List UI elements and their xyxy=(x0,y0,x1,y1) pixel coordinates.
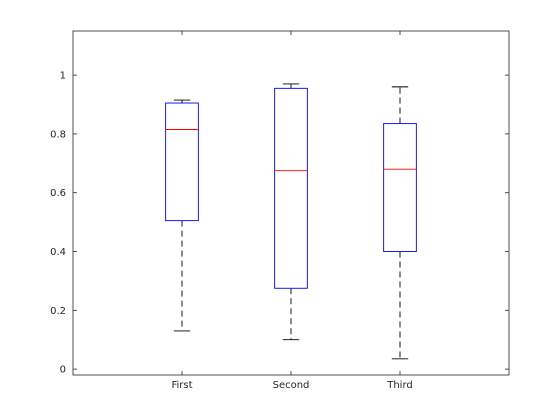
y-tick-label: 0.6 xyxy=(50,188,66,199)
x-tick-label: First xyxy=(171,380,192,391)
y-tick-label: 0.8 xyxy=(50,129,66,140)
y-axis-ticks: 0 0.2 0.4 0.6 0.8 1 xyxy=(50,71,509,376)
iqr-box xyxy=(274,87,308,289)
y-tick-label: 0.4 xyxy=(50,247,66,258)
box-third xyxy=(383,86,417,360)
iqr-box xyxy=(165,102,199,222)
y-tick-label: 0 xyxy=(60,365,66,376)
x-tick-label: Third xyxy=(386,380,413,391)
x-tick-label: Second xyxy=(273,380,310,391)
iqr-box xyxy=(383,123,417,252)
box-first xyxy=(165,99,199,332)
box-second xyxy=(274,83,308,341)
y-tick-label: 1 xyxy=(60,71,66,82)
boxplot-series xyxy=(165,83,417,360)
x-axis-ticks: First Second Third xyxy=(171,31,413,391)
y-tick-label: 0.2 xyxy=(50,306,66,317)
